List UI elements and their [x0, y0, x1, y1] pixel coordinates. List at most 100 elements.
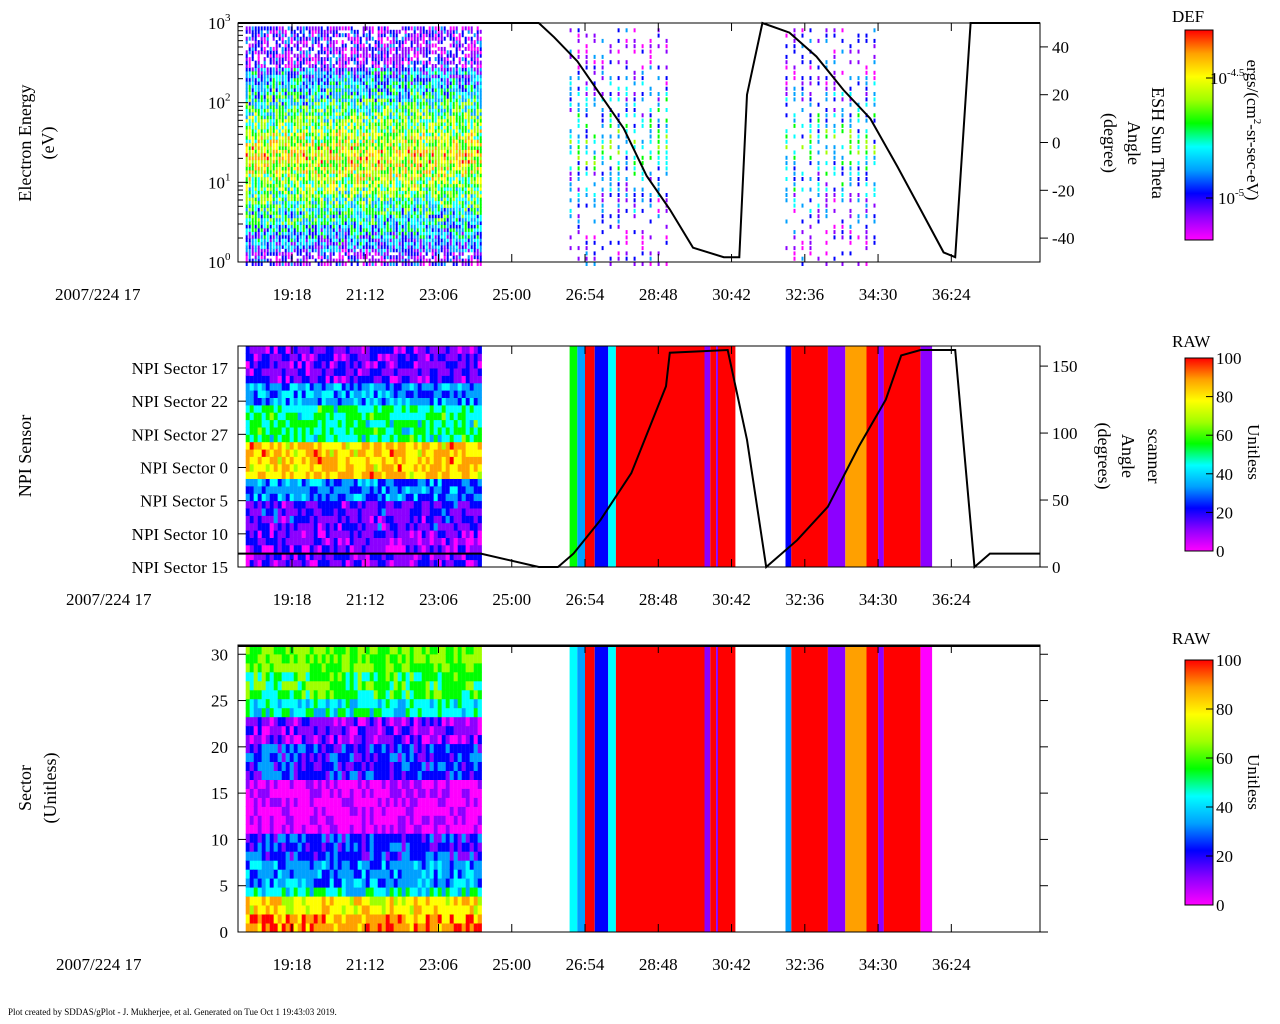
energy-cell — [296, 46, 299, 51]
energy-cell — [302, 125, 305, 130]
energy-cell — [344, 81, 347, 85]
energy-cell — [452, 241, 455, 246]
energy-cell — [410, 60, 413, 65]
energy-cell — [449, 183, 452, 188]
energy-cell — [401, 210, 404, 215]
energy-cell — [275, 251, 278, 256]
energy-cell — [311, 128, 314, 133]
energy-cell — [407, 204, 410, 208]
energy-cell — [269, 122, 272, 126]
energy-cell — [362, 91, 365, 96]
energy-cell — [434, 156, 437, 161]
energy-cell — [254, 176, 257, 181]
energy-cell — [314, 156, 317, 161]
energy-cell — [317, 91, 320, 96]
energy-cell — [470, 238, 473, 243]
energy-cell — [338, 197, 341, 202]
energy-cell — [284, 190, 287, 195]
energy-cell — [335, 142, 338, 147]
energy-cell — [263, 210, 266, 215]
energy-cell — [386, 115, 389, 120]
energy-cell — [383, 132, 386, 137]
energy-cell — [281, 67, 284, 72]
energy-cell — [467, 221, 470, 225]
energy-cell — [422, 221, 425, 225]
energy-cell — [374, 145, 377, 150]
energy-cell — [281, 101, 284, 106]
energy-cell — [437, 156, 440, 161]
energy-cell — [326, 214, 329, 219]
energy-cell — [329, 200, 332, 205]
energy-cell — [299, 248, 302, 253]
energy-cell — [461, 186, 464, 191]
energy-cell — [254, 251, 257, 256]
energy-cell — [449, 122, 452, 126]
energy-cell — [281, 244, 284, 249]
energy-cell — [272, 186, 275, 191]
energy-cell — [302, 118, 305, 123]
energy-cell — [383, 210, 386, 215]
energy-cell — [272, 231, 275, 236]
energy-cell — [326, 238, 329, 243]
energy-cell — [425, 111, 428, 116]
energy-cell — [272, 149, 275, 154]
energy-cell — [344, 77, 347, 82]
energy-cell — [335, 118, 338, 123]
energy-cell — [470, 221, 473, 225]
energy-cell — [269, 197, 272, 202]
energy-cell — [296, 91, 299, 96]
energy-cell — [467, 176, 470, 181]
energy-cell — [320, 207, 323, 212]
energy-cell — [254, 128, 257, 133]
energy-cell — [461, 197, 464, 202]
energy-cell — [281, 183, 284, 188]
energy-cell — [407, 139, 410, 144]
energy-cell — [254, 132, 257, 137]
energy-cell — [287, 84, 290, 89]
energy-cell — [389, 139, 392, 144]
energy-cell — [446, 81, 449, 85]
energy-cell — [452, 200, 455, 205]
energy-cell — [332, 244, 335, 249]
energy-cell — [260, 50, 263, 55]
energy-cell — [380, 204, 383, 208]
energy-cell — [317, 231, 320, 236]
energy-cell — [380, 251, 383, 256]
energy-cell — [263, 224, 266, 229]
energy-cell — [428, 40, 431, 45]
energy-cell — [278, 53, 281, 58]
energy-cell — [326, 94, 329, 99]
energy-cell — [428, 33, 431, 38]
energy-cell — [275, 94, 278, 99]
energy-cell — [383, 142, 386, 147]
energy-cell — [320, 91, 323, 96]
energy-cell — [434, 214, 437, 219]
energy-cell — [380, 142, 383, 147]
energy-cell — [281, 251, 284, 256]
energy-cell — [317, 145, 320, 150]
energy-cell — [401, 221, 404, 225]
energy-cell — [347, 70, 350, 75]
energy-cell — [401, 101, 404, 106]
energy-cell — [347, 142, 350, 147]
energy-cell — [374, 197, 377, 202]
energy-cell — [374, 43, 377, 48]
energy-cell — [464, 241, 467, 246]
energy-cell — [254, 149, 257, 154]
energy-cell — [251, 166, 254, 171]
energy-cell — [455, 193, 458, 198]
energy-cell — [434, 74, 437, 79]
energy-cell — [329, 255, 332, 260]
energy-cell — [320, 94, 323, 99]
energy-cell — [353, 104, 356, 109]
energy-cell — [278, 163, 281, 167]
energy-cell — [386, 74, 389, 79]
energy-cell — [296, 156, 299, 161]
energy-cell — [326, 197, 329, 202]
energy-cell — [380, 125, 383, 130]
energy-cell — [371, 224, 374, 229]
energy-cell — [326, 169, 329, 174]
energy-cell — [374, 122, 377, 126]
energy-cell — [335, 149, 338, 154]
energy-cell — [443, 152, 446, 157]
